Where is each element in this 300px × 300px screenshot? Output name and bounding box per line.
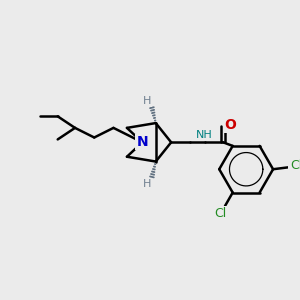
Text: N: N xyxy=(136,135,148,149)
Text: H: H xyxy=(143,179,151,189)
Text: O: O xyxy=(224,118,236,132)
Text: Cl: Cl xyxy=(290,159,300,172)
Text: H: H xyxy=(143,96,151,106)
Text: NH: NH xyxy=(196,130,212,140)
Text: Cl: Cl xyxy=(214,207,226,220)
